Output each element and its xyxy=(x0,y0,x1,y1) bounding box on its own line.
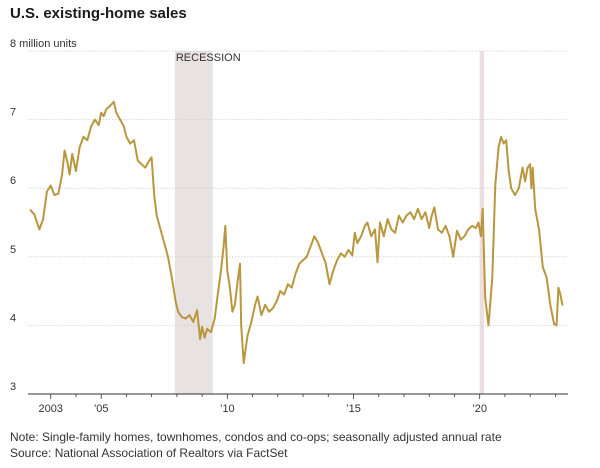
series-layer xyxy=(29,100,564,365)
recession-label: RECESSION xyxy=(176,52,241,64)
x-axis: 2003 ’05 ’10 ’15 ’20 xyxy=(38,394,556,415)
x-tick-label: ’10 xyxy=(220,403,235,415)
y-tick-label: 3 xyxy=(10,381,16,393)
footnote: Note: Single-family homes, townhomes, co… xyxy=(10,430,502,444)
y-tick-label: 7 xyxy=(10,107,16,119)
source-line: Source: National Association of Realtors… xyxy=(10,446,288,460)
recession-band xyxy=(174,51,213,394)
chart-title: U.S. existing-home sales xyxy=(10,5,187,22)
series-line xyxy=(29,100,564,365)
y-tick-label: 4 xyxy=(10,312,16,324)
y-tick-label: 6 xyxy=(10,175,16,187)
x-tick-label: 2003 xyxy=(38,403,62,415)
y-tick-label: 8 million units xyxy=(10,38,77,50)
y-tick-label: 5 xyxy=(10,244,16,256)
x-tick-label: ’05 xyxy=(94,403,109,415)
line-chart: RECESSION 8 million units 7 6 5 4 3 2003 ’05 ’1… xyxy=(10,38,568,415)
gridlines: 8 million units 7 6 5 4 3 xyxy=(10,38,568,395)
x-tick-label: ’20 xyxy=(472,403,487,415)
x-tick-label: ’15 xyxy=(346,403,361,415)
notes: Note: Single-family homes, townhomes, co… xyxy=(10,429,502,461)
